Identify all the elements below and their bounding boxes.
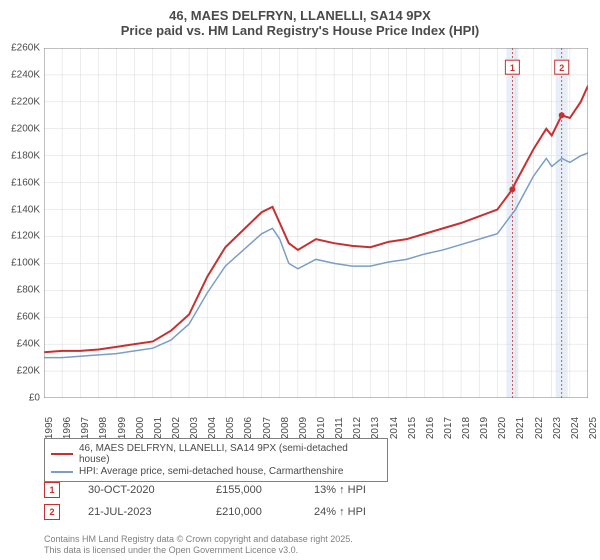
footer-line2: This data is licensed under the Open Gov… <box>44 545 353 556</box>
sale-row: 1 30-OCT-2020 £155,000 13% ↑ HPI <box>44 482 404 498</box>
x-tick-label: 2009 <box>298 417 309 439</box>
sale-delta: 24% ↑ HPI <box>314 506 404 518</box>
y-tick-label: £20K <box>17 366 40 377</box>
sale-price: £210,000 <box>216 506 286 518</box>
x-tick-label: 2022 <box>534 417 545 439</box>
chart-area: 12 <box>44 48 588 398</box>
sale-price: £155,000 <box>216 484 286 496</box>
sale-date: 21-JUL-2023 <box>88 506 188 518</box>
title-block: 46, MAES DELFRYN, LLANELLI, SA14 9PX Pri… <box>0 0 600 38</box>
sale-delta: 13% ↑ HPI <box>314 484 404 496</box>
x-tick-label: 2004 <box>207 417 218 439</box>
x-tick-label: 2000 <box>135 417 146 439</box>
x-tick-label: 2016 <box>425 417 436 439</box>
legend: 46, MAES DELFRYN, LLANELLI, SA14 9PX (se… <box>44 438 388 482</box>
legend-swatch <box>51 453 73 455</box>
x-tick-label: 2020 <box>497 417 508 439</box>
x-tick-label: 2001 <box>153 417 164 439</box>
y-tick-label: £140K <box>11 204 40 215</box>
y-tick-label: £200K <box>11 123 40 134</box>
x-tick-label: 1998 <box>98 417 109 439</box>
sale-marker: 2 <box>44 504 60 520</box>
x-tick-label: 2006 <box>243 417 254 439</box>
x-tick-label: 2015 <box>407 417 418 439</box>
x-tick-label: 2012 <box>352 417 363 439</box>
x-tick-label: 2011 <box>334 417 345 439</box>
y-tick-label: £220K <box>11 96 40 107</box>
x-axis: 1995199619971998199920002001200220032004… <box>44 400 588 430</box>
x-tick-label: 1996 <box>62 417 73 439</box>
title-address: 46, MAES DELFRYN, LLANELLI, SA14 9PX <box>0 8 600 23</box>
x-tick-label: 2025 <box>588 417 599 439</box>
y-tick-label: £260K <box>11 43 40 54</box>
y-tick-label: £240K <box>11 69 40 80</box>
y-tick-label: £100K <box>11 258 40 269</box>
sale-marker: 1 <box>44 482 60 498</box>
x-tick-label: 2017 <box>443 417 454 439</box>
y-tick-label: £80K <box>17 285 40 296</box>
x-tick-label: 2014 <box>389 417 400 439</box>
y-tick-label: £160K <box>11 177 40 188</box>
sales-table: 1 30-OCT-2020 £155,000 13% ↑ HPI 2 21-JUL-202… <box>44 482 404 526</box>
y-tick-label: £120K <box>11 231 40 242</box>
x-tick-label: 1997 <box>80 417 91 439</box>
sale-date: 30-OCT-2020 <box>88 484 188 496</box>
line-chart: 12 <box>44 48 588 398</box>
y-tick-label: £0 <box>29 393 40 404</box>
x-tick-label: 2008 <box>280 417 291 439</box>
x-tick-label: 2010 <box>316 417 327 439</box>
x-tick-label: 2023 <box>552 417 563 439</box>
legend-label: HPI: Average price, semi-detached house,… <box>79 466 343 477</box>
x-tick-label: 2024 <box>570 417 581 439</box>
legend-item: HPI: Average price, semi-detached house,… <box>51 466 381 477</box>
x-tick-label: 2021 <box>515 417 526 439</box>
y-tick-label: £180K <box>11 150 40 161</box>
legend-item: 46, MAES DELFRYN, LLANELLI, SA14 9PX (se… <box>51 443 381 465</box>
x-tick-label: 2007 <box>262 417 273 439</box>
footer-note: Contains HM Land Registry data © Crown c… <box>44 534 353 556</box>
legend-label: 46, MAES DELFRYN, LLANELLI, SA14 9PX (se… <box>79 443 381 465</box>
svg-text:2: 2 <box>559 63 564 73</box>
footer-line1: Contains HM Land Registry data © Crown c… <box>44 534 353 545</box>
x-tick-label: 2002 <box>171 417 182 439</box>
svg-text:1: 1 <box>510 63 515 73</box>
x-tick-label: 2003 <box>189 417 200 439</box>
title-subtitle: Price paid vs. HM Land Registry's House … <box>0 23 600 38</box>
y-tick-label: £40K <box>17 339 40 350</box>
x-tick-label: 2019 <box>479 417 490 439</box>
x-tick-label: 2013 <box>370 417 381 439</box>
x-tick-label: 1999 <box>117 417 128 439</box>
y-axis: £0£20K£40K£60K£80K£100K£120K£140K£160K£1… <box>0 48 42 398</box>
legend-swatch <box>51 471 73 473</box>
x-tick-label: 2005 <box>225 417 236 439</box>
sale-row: 2 21-JUL-2023 £210,000 24% ↑ HPI <box>44 504 404 520</box>
x-tick-label: 2018 <box>461 417 472 439</box>
chart-container: 46, MAES DELFRYN, LLANELLI, SA14 9PX Pri… <box>0 0 600 560</box>
y-tick-label: £60K <box>17 312 40 323</box>
x-tick-label: 1995 <box>44 417 55 439</box>
